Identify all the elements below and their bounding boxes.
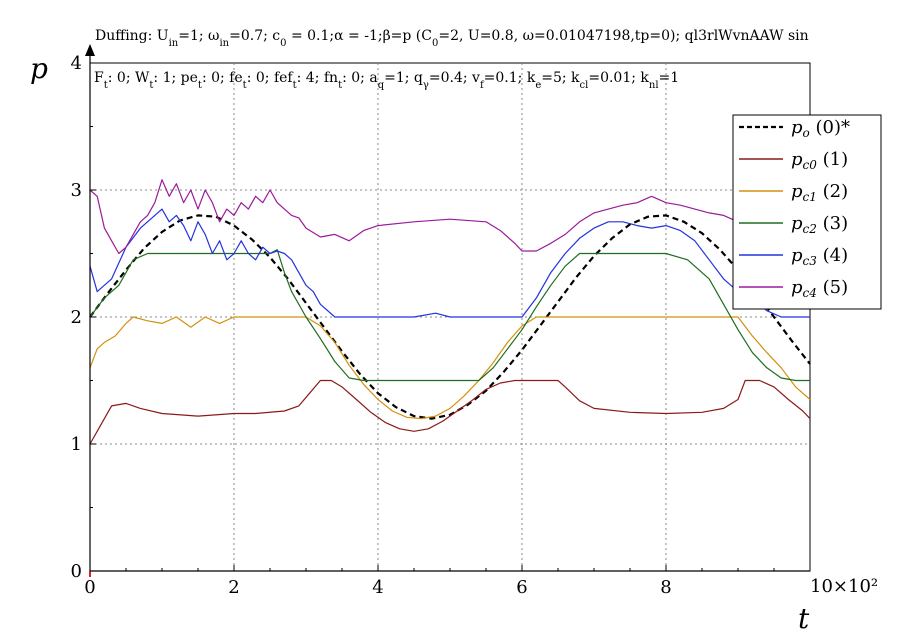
tick-labels: 0 2 4 6 8 0 1 2 3 4 bbox=[71, 53, 672, 598]
axes bbox=[85, 44, 810, 577]
y-axis-label: p bbox=[30, 52, 48, 85]
chart-title: Duffing: Uin=1; ωin=0.7; c0 = 0.1;α = -1… bbox=[95, 28, 809, 49]
series-line-c2 bbox=[89, 249, 810, 382]
legend: po (0)* pc0 (1) pc1 (2) pc2 (3) pc3 (4) pc4 (… bbox=[732, 114, 882, 310]
chart-subtitle: Ft: 0; Wt: 1; pet: 0; fet: 0; feft: 4; f… bbox=[94, 70, 679, 91]
series-line-c0 bbox=[89, 379, 811, 445]
series-layer bbox=[89, 179, 811, 445]
series-line-c3 bbox=[89, 208, 810, 318]
legend-entry: po (0)* bbox=[791, 117, 850, 140]
x-tick-label: 2 bbox=[228, 577, 239, 598]
y-tick-label: 1 bbox=[71, 434, 82, 455]
series-line-o bbox=[89, 214, 811, 420]
y-tick-label: 2 bbox=[71, 307, 82, 328]
legend-box bbox=[732, 114, 882, 310]
y-tick-label: 0 bbox=[71, 561, 82, 582]
legend-entry: pc4 (5) bbox=[791, 277, 848, 300]
y-tick-label: 4 bbox=[71, 53, 82, 74]
legend-entry: pc1 (2) bbox=[791, 181, 848, 204]
x-tick-label: 0 bbox=[84, 577, 95, 598]
y-tick-label: 3 bbox=[71, 180, 82, 201]
x-scale-label: 10×10² bbox=[810, 576, 878, 597]
legend-entry: pc3 (4) bbox=[791, 245, 848, 268]
series-line-c4 bbox=[89, 179, 810, 255]
x-axis-label: t bbox=[798, 602, 810, 633]
x-tick-label: 4 bbox=[372, 577, 383, 598]
series-line-c1 bbox=[89, 316, 811, 420]
x-tick-label: 8 bbox=[660, 577, 671, 598]
legend-entry: pc0 (1) bbox=[791, 149, 848, 172]
y-axis-arrow bbox=[85, 44, 95, 56]
x-tick-label: 6 bbox=[516, 577, 527, 598]
legend-entry: pc2 (3) bbox=[791, 213, 848, 236]
